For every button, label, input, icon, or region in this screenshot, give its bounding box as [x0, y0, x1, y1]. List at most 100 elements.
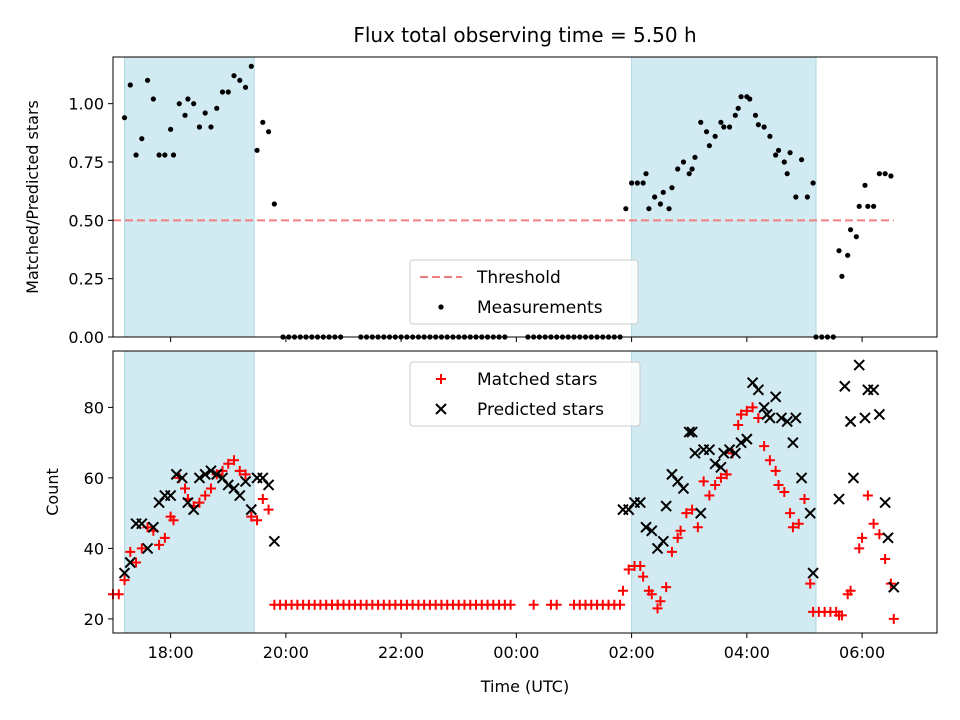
measurement-point	[845, 252, 851, 258]
bottom-axes-frame	[112, 350, 938, 634]
predicted-point	[839, 380, 851, 392]
matched-point	[672, 532, 683, 543]
predicted-point	[795, 472, 808, 484]
measurement-point	[170, 152, 177, 158]
matched-point	[704, 490, 715, 501]
measurement-point	[871, 203, 877, 209]
measurement-point	[176, 101, 182, 107]
predicted-point	[211, 468, 223, 481]
matched-point	[646, 589, 657, 600]
matched-point	[661, 582, 672, 593]
matched-point	[136, 543, 147, 554]
predicted-point	[787, 436, 799, 449]
x-tick-label: 00:00	[493, 643, 539, 662]
predicted-point	[657, 535, 670, 548]
measurement-point	[781, 159, 787, 165]
matched-point	[770, 465, 781, 476]
predicted-point	[695, 507, 707, 519]
predicted-point	[775, 412, 788, 424]
matched-point	[246, 511, 257, 522]
bottom-y-tick-label: 80	[84, 398, 104, 417]
predicted-point	[882, 532, 894, 544]
matched-point	[787, 522, 798, 533]
measurement-point	[773, 152, 779, 158]
predicted-point	[804, 507, 816, 519]
matched-point	[615, 599, 626, 610]
bottom-y-tick-label: 60	[84, 469, 104, 488]
matched-point	[779, 487, 790, 497]
matched-point	[240, 469, 251, 480]
measurement-point	[747, 96, 753, 102]
predicted-point	[141, 542, 154, 555]
measurement-point	[666, 206, 672, 212]
measurement-point	[735, 105, 741, 111]
measurement-point	[168, 126, 174, 132]
matched-point	[119, 575, 130, 586]
top-axes-frame	[112, 56, 938, 338]
matched-point	[652, 603, 663, 614]
measurement-point	[726, 124, 733, 130]
top-y-axis-label: Matched/Predicted stars	[23, 100, 42, 294]
predicted-point	[640, 521, 652, 533]
matched-point	[263, 504, 274, 515]
measurement-point	[231, 73, 237, 79]
measurement-point	[836, 248, 842, 254]
predicted-point	[853, 359, 865, 371]
predicted-point	[683, 426, 695, 438]
measurement-point	[185, 96, 191, 102]
predicted-point	[689, 447, 701, 459]
matched-point	[888, 613, 899, 624]
matched-point	[675, 525, 686, 536]
measurement-point	[271, 201, 277, 207]
measurement-point	[144, 77, 151, 83]
matched-point	[131, 557, 142, 568]
x-tick-label: 22:00	[378, 643, 424, 662]
measurement-point	[242, 84, 249, 90]
measurement-point	[265, 129, 272, 135]
predicted-point	[807, 567, 819, 579]
measurement-point	[623, 206, 629, 212]
predicted-point	[660, 500, 672, 512]
matched-point	[168, 515, 179, 526]
measurement-point	[706, 143, 712, 149]
measurement-point	[853, 234, 859, 240]
matched-point	[200, 490, 211, 501]
measurement-point	[698, 119, 704, 125]
measurement-point	[767, 133, 773, 139]
x-tick-label: 06:00	[839, 643, 885, 662]
matched-point	[836, 610, 847, 621]
matched-point	[764, 455, 775, 466]
predicted-point	[752, 384, 765, 396]
predicted-point	[234, 489, 246, 502]
measurement-point	[862, 182, 868, 188]
predicted-point	[888, 581, 900, 593]
matched-point	[655, 596, 666, 607]
matched-point	[799, 494, 810, 505]
predicted-point	[205, 465, 217, 477]
measurement-point	[646, 206, 652, 212]
matched-point	[736, 409, 747, 420]
predicted-point	[764, 412, 776, 424]
predicted-point	[170, 468, 183, 481]
legend-matched-swatch	[436, 374, 446, 384]
x-tick-label: 02:00	[609, 643, 655, 662]
chart-title: Flux total observing time = 5.50 h	[353, 23, 696, 47]
matched-point	[229, 455, 240, 466]
legend-matched-label: Matched stars	[477, 370, 597, 390]
bottom-legend	[409, 361, 641, 427]
matched-point	[257, 494, 268, 505]
measurement-point	[657, 201, 664, 207]
measurement-point	[248, 63, 254, 69]
legend-measurement-label: Measurements	[477, 298, 603, 318]
measurement-point	[640, 180, 646, 186]
predicted-point	[245, 503, 258, 516]
measurement-point	[703, 129, 710, 135]
predicted-point	[718, 447, 730, 459]
x-tick-label: 18:00	[148, 643, 194, 662]
legend-predicted-swatch	[435, 403, 447, 415]
bottom-series-0	[108, 402, 899, 624]
measurement-point	[208, 124, 214, 130]
bottom-y-tick-label: 40	[84, 539, 104, 558]
predicted-point	[118, 567, 131, 579]
matched-point	[125, 546, 136, 557]
